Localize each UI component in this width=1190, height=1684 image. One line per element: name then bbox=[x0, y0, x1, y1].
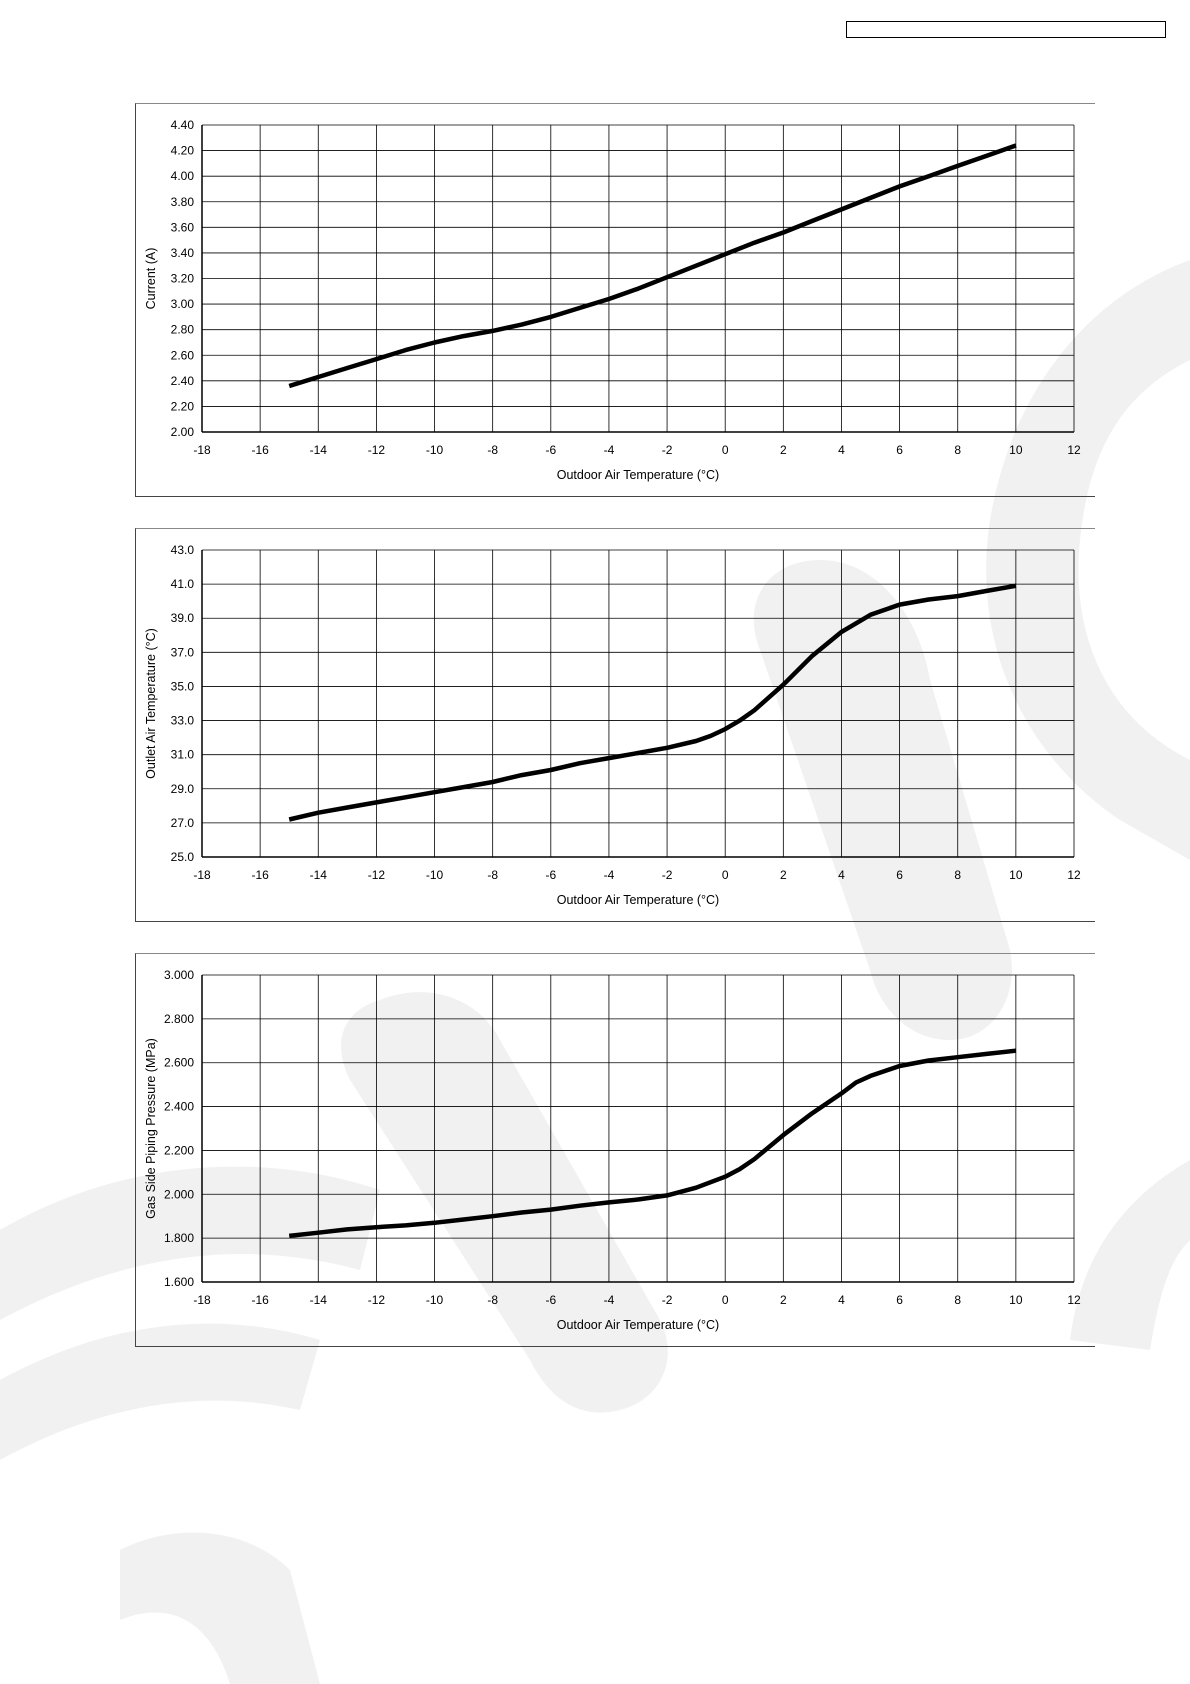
x-tick-label: -2 bbox=[662, 868, 673, 882]
y-axis-title: Outlet Air Temperature (°C) bbox=[144, 628, 158, 779]
x-tick-label: -8 bbox=[487, 1293, 498, 1307]
x-tick-label: -12 bbox=[368, 1293, 386, 1307]
x-tick-label: -10 bbox=[426, 443, 444, 457]
x-tick-label: 10 bbox=[1009, 443, 1023, 457]
x-tick-label: 2 bbox=[780, 1293, 787, 1307]
x-tick-label: 12 bbox=[1067, 868, 1081, 882]
y-tick-label: 2.80 bbox=[171, 323, 195, 337]
y-tick-label: 29.0 bbox=[171, 782, 195, 796]
x-axis-title: Outdoor Air Temperature (°C) bbox=[557, 468, 719, 482]
x-tick-label: -18 bbox=[193, 443, 211, 457]
x-tick-label: -4 bbox=[604, 443, 615, 457]
x-axis-title: Outdoor Air Temperature (°C) bbox=[557, 893, 719, 907]
x-tick-label: 12 bbox=[1067, 443, 1081, 457]
x-tick-label: -14 bbox=[310, 868, 328, 882]
series-line bbox=[288, 143, 1017, 389]
x-tick-label: -8 bbox=[487, 443, 498, 457]
x-tick-label: -10 bbox=[426, 1293, 444, 1307]
y-tick-label: 3.40 bbox=[171, 246, 195, 260]
series-line bbox=[288, 583, 1017, 822]
y-tick-label: 33.0 bbox=[171, 714, 195, 728]
header-box bbox=[846, 21, 1166, 38]
x-tick-label: -16 bbox=[251, 868, 269, 882]
x-axis-title: Outdoor Air Temperature (°C) bbox=[557, 1318, 719, 1332]
x-tick-label: 8 bbox=[954, 868, 961, 882]
x-tick-label: 4 bbox=[838, 868, 845, 882]
x-tick-label: -2 bbox=[662, 1293, 673, 1307]
x-tick-label: 10 bbox=[1009, 868, 1023, 882]
y-tick-label: 2.400 bbox=[164, 1100, 194, 1114]
y-tick-label: 2.40 bbox=[171, 374, 195, 388]
y-tick-label: 27.0 bbox=[171, 816, 195, 830]
y-tick-label: 43.0 bbox=[171, 543, 195, 557]
x-tick-label: 12 bbox=[1067, 1293, 1081, 1307]
x-tick-label: -16 bbox=[251, 443, 269, 457]
y-tick-label: 4.20 bbox=[171, 144, 195, 158]
series-line bbox=[288, 1048, 1017, 1239]
x-tick-label: -12 bbox=[368, 443, 386, 457]
x-tick-label: 0 bbox=[722, 443, 729, 457]
x-tick-label: 0 bbox=[722, 1293, 729, 1307]
y-tick-label: 1.800 bbox=[164, 1231, 194, 1245]
chart-current-svg: -18 -16 -14 -12 -10 -8 -6 -4 -2 0 2 4 6 8 10 12 2.00 2.20… bbox=[144, 118, 1081, 482]
chart-outlet-air-temperature-svg: -18 -16 -14 -12 -10 -8 -6 -4 -2 0 2 4 6 8 10 12 25.0 27.0… bbox=[144, 543, 1081, 907]
y-tick-label: 25.0 bbox=[171, 850, 195, 864]
x-tick-label: -8 bbox=[487, 868, 498, 882]
y-tick-label: 2.00 bbox=[171, 425, 195, 439]
x-tick-label: 4 bbox=[838, 1293, 845, 1307]
x-tick-label: -18 bbox=[193, 868, 211, 882]
y-tick-label: 2.20 bbox=[171, 399, 195, 413]
y-tick-label: 3.80 bbox=[171, 195, 195, 209]
x-tick-label: -16 bbox=[251, 1293, 269, 1307]
chart-gas-side-pressure: -18 -16 -14 -12 -10 -8 -6 -4 -2 0 2 4 6 8 10 12 1.600 1.8… bbox=[135, 953, 1095, 1347]
chart-gas-side-pressure-svg: -18 -16 -14 -12 -10 -8 -6 -4 -2 0 2 4 6 8 10 12 1.600 1.8… bbox=[144, 968, 1081, 1332]
y-tick-label: 3.000 bbox=[164, 968, 194, 982]
y-tick-label: 1.600 bbox=[164, 1275, 194, 1289]
x-tick-label: 0 bbox=[722, 868, 729, 882]
x-tick-label: 6 bbox=[896, 443, 903, 457]
x-tick-label: -4 bbox=[604, 1293, 615, 1307]
x-tick-label: 8 bbox=[954, 1293, 961, 1307]
y-tick-label: 39.0 bbox=[171, 611, 195, 625]
y-tick-label: 2.000 bbox=[164, 1187, 194, 1201]
x-tick-label: -6 bbox=[545, 1293, 556, 1307]
chart-outlet-air-temperature: -18 -16 -14 -12 -10 -8 -6 -4 -2 0 2 4 6 8 10 12 25.0 27.0… bbox=[135, 528, 1095, 922]
x-tick-label: -6 bbox=[545, 443, 556, 457]
y-tick-label: 2.800 bbox=[164, 1012, 194, 1026]
y-tick-label: 37.0 bbox=[171, 645, 195, 659]
y-axis-title: Current (A) bbox=[144, 248, 158, 310]
x-tick-label: 2 bbox=[780, 443, 787, 457]
chart-current: -18 -16 -14 -12 -10 -8 -6 -4 -2 0 2 4 6 8 10 12 2.00 2.20… bbox=[135, 103, 1095, 497]
y-tick-label: 2.200 bbox=[164, 1143, 194, 1157]
y-tick-label: 3.00 bbox=[171, 297, 195, 311]
x-tick-label: -10 bbox=[426, 868, 444, 882]
x-tick-label: -14 bbox=[310, 443, 328, 457]
y-tick-label: 31.0 bbox=[171, 748, 195, 762]
x-tick-label: 2 bbox=[780, 868, 787, 882]
x-tick-label: 10 bbox=[1009, 1293, 1023, 1307]
y-tick-label: 4.00 bbox=[171, 169, 195, 183]
x-tick-label: 6 bbox=[896, 868, 903, 882]
y-tick-label: 2.60 bbox=[171, 348, 195, 362]
y-tick-label: 3.20 bbox=[171, 272, 195, 286]
y-tick-label: 41.0 bbox=[171, 577, 195, 591]
x-tick-label: -12 bbox=[368, 868, 386, 882]
y-tick-label: 4.40 bbox=[171, 118, 195, 132]
x-tick-label: -6 bbox=[545, 868, 556, 882]
y-axis-title: Gas Side Piping Pressure (MPa) bbox=[144, 1038, 158, 1219]
x-tick-label: 8 bbox=[954, 443, 961, 457]
x-tick-label: -4 bbox=[604, 868, 615, 882]
y-tick-label: 3.60 bbox=[171, 220, 195, 234]
y-tick-label: 35.0 bbox=[171, 679, 195, 693]
x-tick-label: 6 bbox=[896, 1293, 903, 1307]
x-tick-label: -2 bbox=[662, 443, 673, 457]
x-tick-label: -18 bbox=[193, 1293, 211, 1307]
x-tick-label: 4 bbox=[838, 443, 845, 457]
x-tick-label: -14 bbox=[310, 1293, 328, 1307]
y-tick-label: 2.600 bbox=[164, 1056, 194, 1070]
